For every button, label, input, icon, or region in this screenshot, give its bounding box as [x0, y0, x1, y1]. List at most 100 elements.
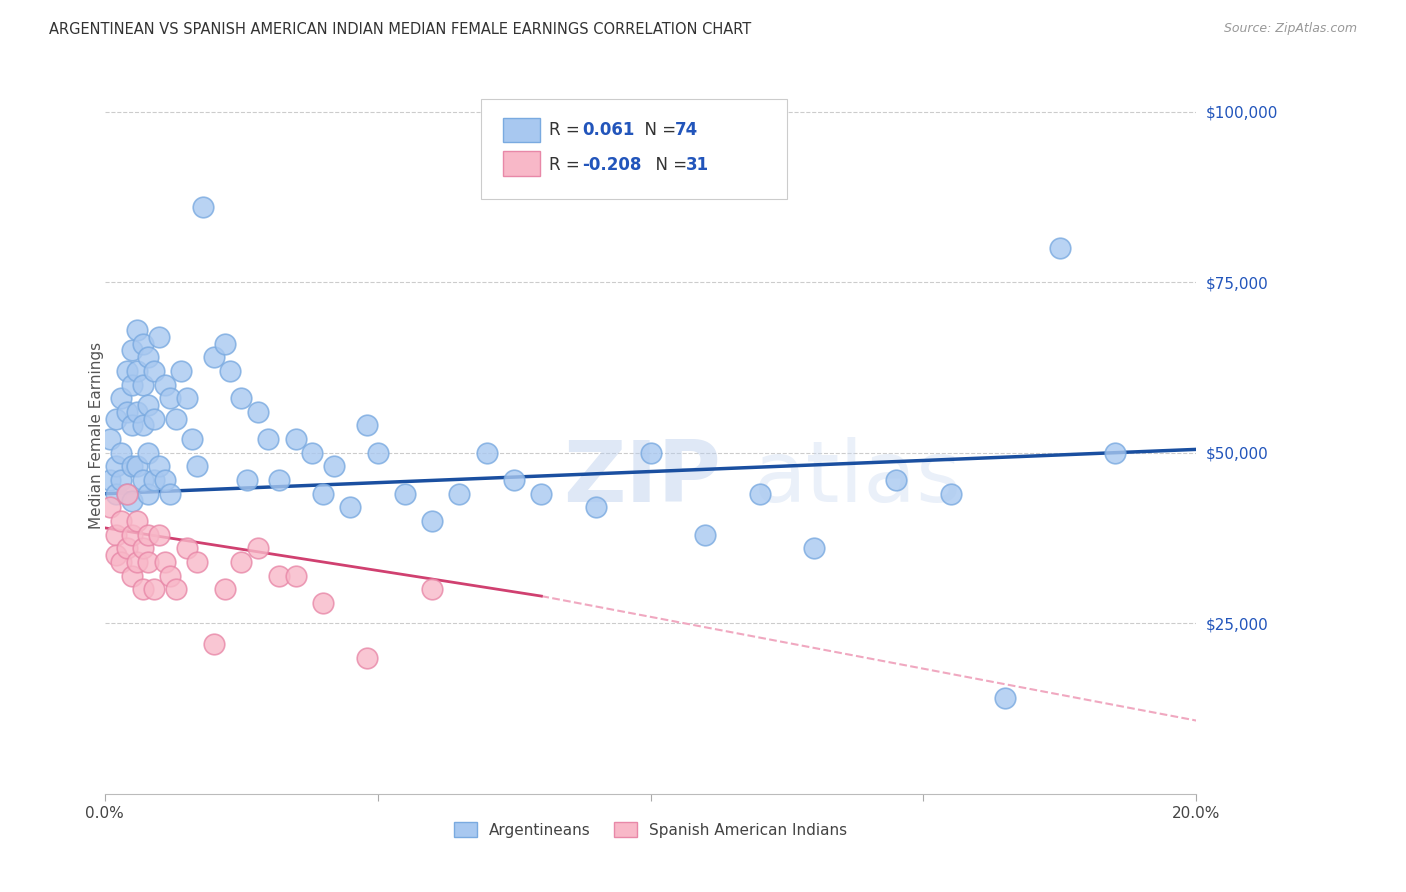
Point — [420, 582, 443, 597]
Point — [301, 446, 323, 460]
Point — [138, 398, 160, 412]
Point — [803, 541, 825, 556]
Point — [121, 527, 143, 541]
Point — [98, 500, 121, 515]
Point — [104, 527, 127, 541]
Point — [284, 568, 307, 582]
Point — [121, 493, 143, 508]
Text: -0.208: -0.208 — [582, 156, 641, 174]
Point — [165, 582, 187, 597]
Point — [104, 487, 127, 501]
Point — [159, 391, 181, 405]
Point — [132, 336, 155, 351]
Point — [138, 446, 160, 460]
Point — [142, 411, 165, 425]
Point — [148, 459, 170, 474]
Point — [127, 364, 149, 378]
Point — [110, 473, 132, 487]
Point — [142, 582, 165, 597]
Point — [269, 473, 291, 487]
Point — [394, 487, 416, 501]
Point — [132, 541, 155, 556]
Point — [367, 446, 389, 460]
Point — [132, 377, 155, 392]
Point — [884, 473, 907, 487]
Point — [121, 418, 143, 433]
Point — [115, 364, 138, 378]
Point — [127, 555, 149, 569]
Text: atlas: atlas — [754, 437, 962, 520]
Point — [127, 459, 149, 474]
Point — [186, 459, 208, 474]
Point — [231, 555, 253, 569]
Point — [339, 500, 361, 515]
Point — [530, 487, 553, 501]
Point — [235, 473, 257, 487]
Point — [104, 548, 127, 562]
Point — [104, 459, 127, 474]
Point — [115, 487, 138, 501]
Point — [202, 637, 225, 651]
Point — [1104, 446, 1126, 460]
Point — [246, 405, 269, 419]
Point — [110, 391, 132, 405]
Point — [284, 432, 307, 446]
Point — [191, 200, 214, 214]
Point — [312, 487, 335, 501]
Point — [695, 527, 717, 541]
Text: 74: 74 — [675, 121, 697, 139]
FancyBboxPatch shape — [481, 99, 787, 199]
Text: 31: 31 — [686, 156, 709, 174]
Point — [176, 541, 198, 556]
Point — [246, 541, 269, 556]
Point — [181, 432, 204, 446]
Point — [121, 459, 143, 474]
Point — [159, 487, 181, 501]
Point — [1049, 241, 1071, 255]
Point — [939, 487, 962, 501]
Point — [503, 473, 526, 487]
Point — [110, 514, 132, 528]
Point — [104, 411, 127, 425]
Point — [98, 473, 121, 487]
Point — [148, 527, 170, 541]
Text: N =: N = — [634, 121, 682, 139]
Point — [138, 350, 160, 364]
Point — [121, 343, 143, 358]
Legend: Argentineans, Spanish American Indians: Argentineans, Spanish American Indians — [449, 815, 853, 844]
Point — [214, 336, 236, 351]
Point — [585, 500, 607, 515]
Point — [132, 582, 155, 597]
Point — [312, 596, 335, 610]
Point — [115, 487, 138, 501]
Text: N =: N = — [645, 156, 693, 174]
Point — [142, 364, 165, 378]
Point — [153, 377, 176, 392]
Point — [231, 391, 253, 405]
Point — [121, 377, 143, 392]
Point — [127, 323, 149, 337]
Point — [420, 514, 443, 528]
Point — [475, 446, 498, 460]
Point — [170, 364, 193, 378]
Text: ZIP: ZIP — [564, 437, 721, 520]
Point — [132, 418, 155, 433]
Point — [127, 514, 149, 528]
Point — [127, 405, 149, 419]
Point — [269, 568, 291, 582]
Point — [186, 555, 208, 569]
Point — [640, 446, 662, 460]
Point — [110, 446, 132, 460]
Text: R =: R = — [548, 121, 585, 139]
Point — [98, 432, 121, 446]
Point — [165, 411, 187, 425]
Point — [110, 555, 132, 569]
Point — [142, 473, 165, 487]
Point — [153, 473, 176, 487]
Point — [176, 391, 198, 405]
Text: Source: ZipAtlas.com: Source: ZipAtlas.com — [1223, 22, 1357, 36]
Point — [148, 330, 170, 344]
Point — [159, 568, 181, 582]
Point — [257, 432, 280, 446]
Point — [121, 568, 143, 582]
